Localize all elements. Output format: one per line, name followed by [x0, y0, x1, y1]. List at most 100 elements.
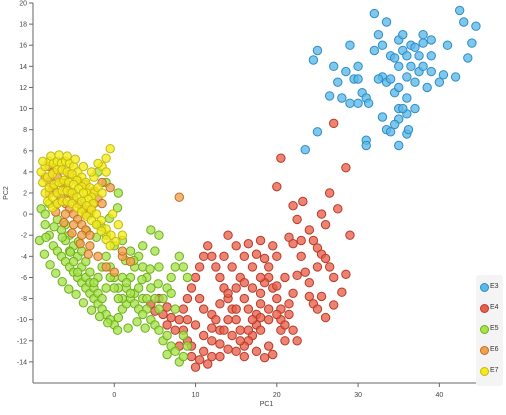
point-e4 [298, 196, 308, 207]
point-e4 [341, 269, 351, 279]
point-e4 [223, 314, 233, 325]
point-e4 [272, 293, 282, 304]
point-e6 [67, 228, 77, 238]
legend-item-e6[interactable]: E6 [480, 344, 506, 356]
point-e4 [186, 351, 197, 362]
point-e4 [207, 336, 217, 346]
point-e3 [450, 72, 461, 82]
point-e6 [125, 256, 136, 267]
legend-item-e4[interactable]: E4 [480, 302, 506, 314]
point-e5 [142, 293, 152, 304]
point-e3 [454, 5, 465, 16]
point-e3 [361, 140, 371, 151]
point-e5 [162, 349, 172, 360]
point-e7 [101, 167, 111, 177]
point-e5 [170, 262, 180, 272]
point-e4 [211, 262, 221, 272]
point-e3 [312, 45, 323, 56]
point-e4 [190, 362, 201, 372]
point-e3 [434, 77, 445, 87]
point-e7 [105, 143, 115, 154]
point-e4 [198, 330, 209, 341]
point-e5 [101, 251, 111, 262]
point-e5 [170, 304, 180, 314]
point-e5 [166, 272, 176, 283]
point-e4 [207, 251, 217, 262]
point-e4 [288, 288, 298, 298]
point-e5 [125, 288, 136, 298]
point-e4 [312, 262, 323, 272]
point-e3 [438, 70, 449, 80]
point-e4 [255, 299, 266, 309]
point-e4 [231, 314, 241, 325]
legend-label: E6 [490, 346, 499, 353]
point-e3 [426, 66, 436, 77]
point-e4 [194, 293, 205, 304]
point-e4 [231, 304, 241, 314]
point-e5 [85, 267, 95, 277]
point-e4 [194, 262, 205, 272]
point-e4 [288, 325, 298, 335]
point-e5 [174, 251, 184, 262]
point-e5 [112, 325, 123, 335]
point-e5 [178, 262, 189, 272]
point-e4 [324, 262, 335, 272]
point-e4 [263, 314, 274, 325]
y-tick-label: -14 [17, 359, 27, 366]
point-e5 [101, 283, 111, 293]
legend: E3 E4 E5 E6 E7 [476, 275, 503, 386]
point-e4 [345, 230, 355, 240]
point-e4 [223, 344, 233, 354]
point-e3 [353, 98, 363, 108]
point-e5 [68, 256, 79, 267]
point-e6 [85, 230, 95, 240]
x-tick-label: 20 [273, 392, 281, 399]
point-e5 [125, 246, 136, 256]
y-tick-label: 4 [23, 169, 27, 176]
point-e4 [231, 241, 241, 251]
point-e5 [103, 318, 113, 328]
legend-item-e5[interactable]: E5 [480, 323, 506, 335]
point-e3 [398, 103, 408, 114]
point-e5 [40, 219, 50, 230]
point-e6 [105, 183, 115, 193]
point-e5 [123, 323, 133, 333]
point-e3 [389, 53, 400, 63]
point-e4 [296, 251, 306, 262]
point-e4 [320, 312, 331, 323]
point-e3 [345, 98, 355, 108]
point-e5 [51, 268, 61, 278]
point-e5 [154, 230, 164, 240]
point-e5 [94, 311, 105, 322]
point-e4 [284, 309, 294, 320]
point-e3 [389, 119, 400, 130]
point-e4 [223, 288, 233, 298]
point-e5 [133, 283, 144, 293]
point-e3 [418, 29, 428, 40]
legend-item-e3[interactable]: E3 [480, 281, 506, 293]
point-e4 [308, 235, 319, 246]
point-e6 [101, 262, 111, 272]
point-e5 [138, 309, 148, 320]
point-e4 [329, 118, 339, 129]
y-tick-label: 2 [23, 191, 27, 198]
point-e5 [178, 330, 189, 341]
point-e7 [93, 158, 103, 169]
point-e4 [231, 283, 241, 293]
point-e3 [471, 21, 481, 31]
point-e4 [207, 351, 217, 362]
point-e3 [353, 61, 363, 72]
point-e4 [231, 346, 241, 357]
point-e7 [78, 161, 89, 172]
point-e3 [467, 38, 477, 48]
point-e4 [162, 302, 172, 312]
legend-swatch [480, 283, 489, 292]
point-e7 [70, 154, 80, 164]
point-e5 [150, 293, 160, 304]
point-e4 [259, 253, 270, 264]
legend-item-e7[interactable]: E7 [480, 365, 506, 377]
point-e6 [93, 251, 103, 262]
y-tick-label: -12 [17, 338, 27, 345]
